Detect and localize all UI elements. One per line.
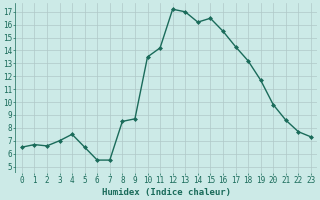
- X-axis label: Humidex (Indice chaleur): Humidex (Indice chaleur): [102, 188, 231, 197]
